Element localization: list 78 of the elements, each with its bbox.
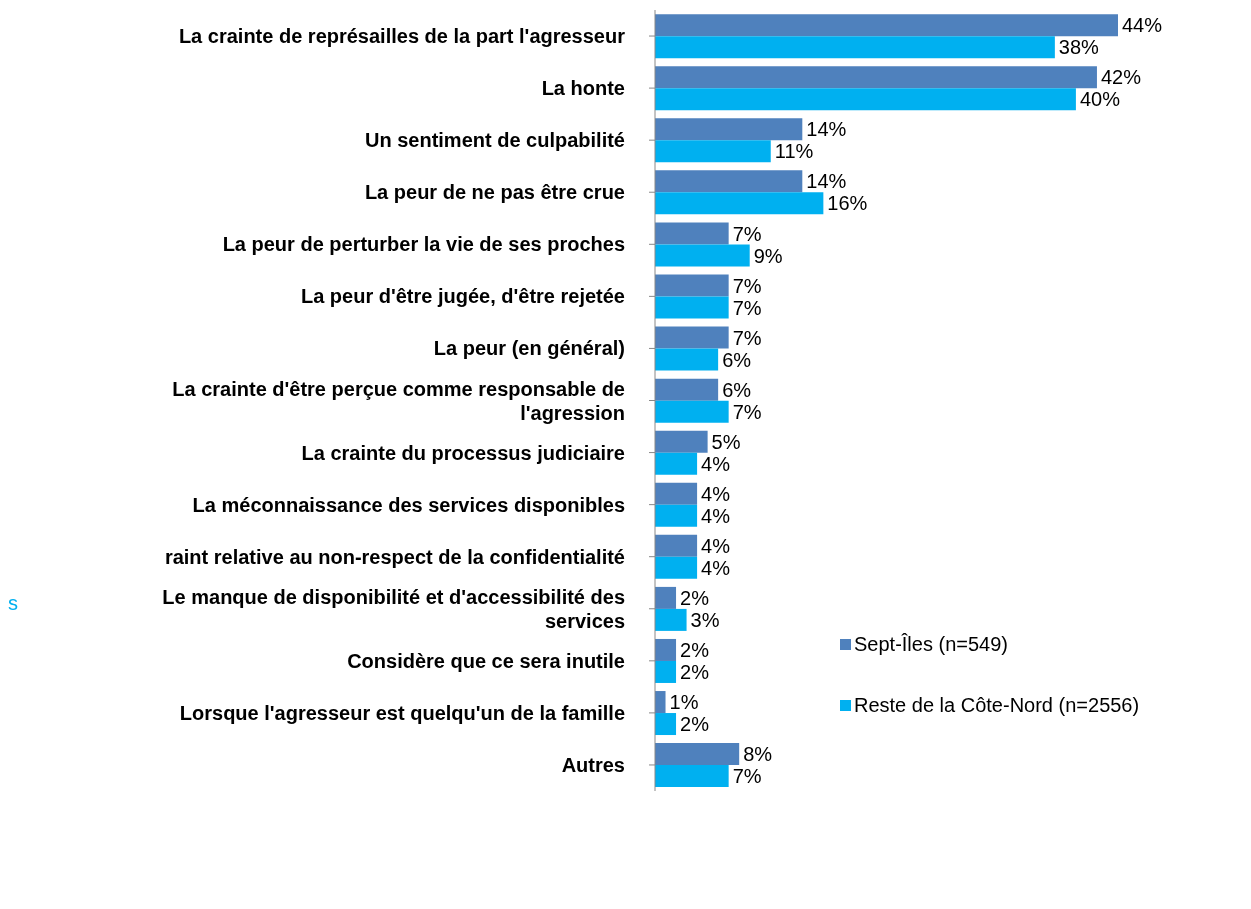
data-label: 14%	[806, 170, 847, 193]
note: s	[8, 592, 18, 615]
bar	[655, 534, 698, 557]
bar	[655, 638, 677, 661]
bar	[655, 713, 677, 736]
data-label: 44%	[1122, 14, 1163, 37]
bar	[655, 296, 729, 319]
bar	[655, 140, 771, 163]
data-label: 11%	[774, 140, 814, 163]
y-tick-label: La crainte du processus judiciaire	[301, 441, 625, 464]
data-label: 7%	[732, 274, 762, 297]
y-tick-label: La peur (en général)	[433, 337, 625, 360]
y-tick-label: Un sentiment de culpabilité	[364, 129, 625, 152]
bar	[655, 586, 677, 609]
y-tick-label: La crainte d'être perçue comme responsable de l'agression	[172, 377, 625, 424]
y-tick-label: Autres	[561, 753, 625, 776]
bar	[655, 326, 729, 349]
bar	[655, 452, 698, 475]
y-tick-label: La méconnaissance des services disponibles	[192, 493, 625, 516]
data-label: 4%	[701, 452, 731, 475]
bar	[655, 14, 1118, 37]
bar	[655, 222, 729, 245]
y-tick-label: Considère que ce sera inutile	[347, 649, 625, 672]
y-tick-label: Le manque de disponibilité et d'accessibilité des services	[162, 585, 625, 632]
bar	[655, 118, 803, 141]
bar	[655, 504, 698, 527]
data-label: 4%	[701, 504, 731, 527]
data-label: 6%	[722, 378, 752, 401]
bar	[655, 378, 719, 401]
y-tick-label: Lorsque l'agresseur est quelqu'un de la famille	[179, 701, 625, 724]
bar	[655, 244, 750, 267]
data-label: 4%	[701, 534, 731, 557]
bar	[655, 556, 698, 579]
data-label: 6%	[722, 348, 752, 371]
bar	[655, 765, 729, 788]
data-label: 9%	[753, 244, 783, 267]
bar	[655, 192, 824, 215]
bar	[655, 66, 1097, 89]
y-tick-label: raint relative au non-respect de la confidentialité	[164, 545, 625, 568]
bar	[655, 608, 687, 631]
data-label: 1%	[669, 691, 699, 714]
data-label: 38%	[1058, 36, 1100, 59]
data-label: 42%	[1100, 66, 1142, 89]
data-label: 40%	[1079, 88, 1121, 111]
data-label: 7%	[732, 765, 762, 788]
bar	[655, 430, 708, 453]
bar	[655, 348, 719, 371]
data-label: 7%	[732, 400, 762, 423]
y-tick-label: La crainte de représailles de la part l'agresseur	[178, 25, 626, 48]
data-label: 2%	[680, 661, 710, 684]
data-label: 3%	[690, 609, 720, 631]
y-tick-label: La peur de ne pas être crue	[364, 181, 625, 204]
data-label: 8%	[743, 743, 773, 766]
bar	[655, 88, 1076, 111]
bar	[655, 482, 698, 505]
bar	[655, 170, 803, 193]
bar	[655, 691, 666, 714]
data-label: 2%	[680, 713, 710, 736]
y-tick-label: La peur de perturber la vie de ses proches	[222, 233, 625, 256]
data-label: 7%	[732, 222, 762, 245]
data-label: 14%	[806, 118, 847, 141]
data-label: 7%	[732, 326, 762, 349]
data-label: 2%	[680, 587, 710, 609]
bar	[655, 400, 729, 423]
bar	[655, 274, 729, 297]
data-label: 7%	[732, 296, 762, 319]
legend-label: Sept-Îles (n=549)	[854, 633, 1008, 656]
data-label: 4%	[701, 482, 731, 505]
y-tick-label: La honte	[541, 77, 625, 100]
y-tick-label: La peur d'être jugée, d'être rejetée	[300, 285, 625, 308]
bar	[655, 36, 1055, 59]
legend-label: Reste de la Côte-Nord (n=2556)	[854, 694, 1140, 717]
data-label: 16%	[827, 192, 868, 215]
data-label: 2%	[680, 639, 710, 662]
data-label: 5%	[711, 430, 741, 453]
bar	[655, 743, 740, 766]
data-label: 4%	[701, 556, 731, 579]
bar	[655, 660, 677, 683]
